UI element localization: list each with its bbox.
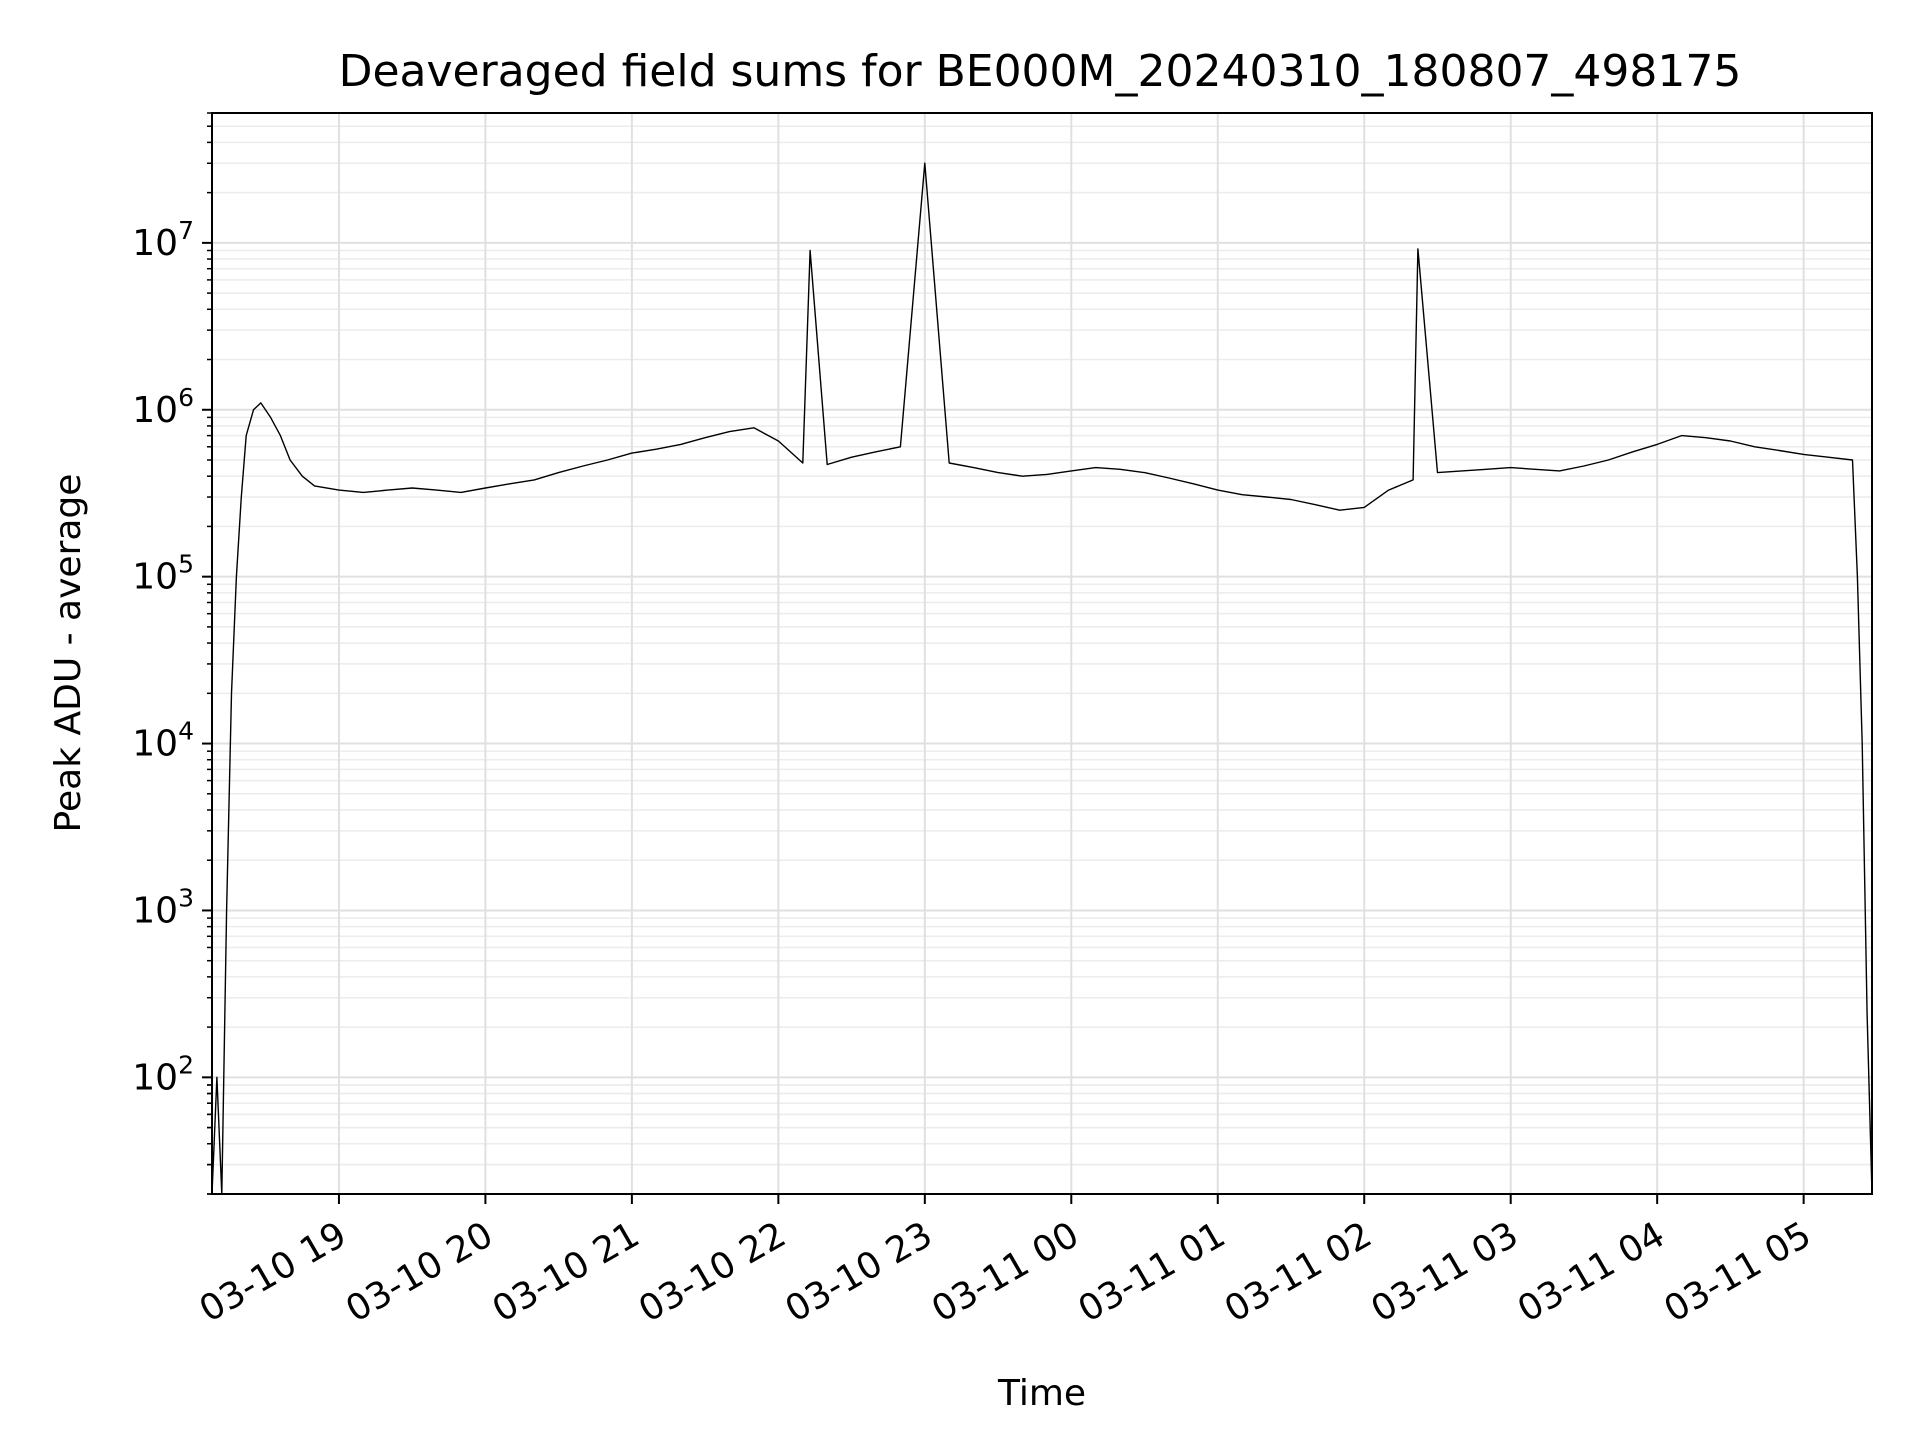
chart-title: Deaveraged field sums for BE000M_2024031… [339,46,1742,97]
grid [212,112,1872,1195]
y-tick-label: 103 [132,883,194,931]
y-tick-label: 105 [132,550,194,598]
data-series [211,162,1873,1195]
y-axis-label: Peak ADU - average [48,474,89,833]
y-tick-label: 102 [132,1050,194,1098]
y-tick-label: 106 [132,383,194,431]
y-tick-label: 107 [132,216,194,264]
series-line [211,162,1873,1195]
plot-frame [211,112,1873,1195]
y-tick-label: 104 [132,717,194,765]
x-axis-label: Time [997,1373,1086,1414]
